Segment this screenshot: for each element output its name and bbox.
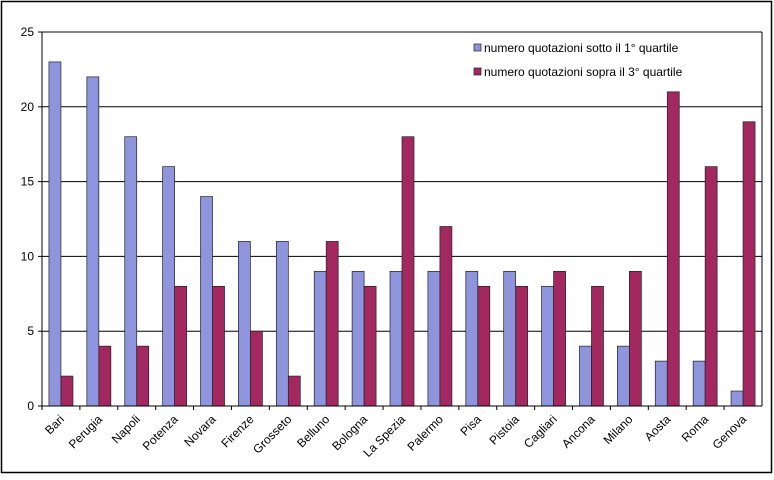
bar	[136, 345, 150, 407]
y-tick-label: 5	[27, 324, 34, 338]
bar	[124, 136, 138, 407]
bar	[579, 345, 592, 407]
bar	[541, 285, 554, 407]
bar	[503, 271, 517, 407]
bar	[238, 241, 251, 407]
legend-label: numero quotazioni sotto il 1° quartile	[484, 41, 679, 55]
bar	[692, 360, 706, 407]
bar	[515, 285, 529, 407]
legend-swatch	[473, 43, 482, 52]
bar	[212, 285, 225, 407]
bar	[389, 271, 403, 407]
bar	[617, 345, 630, 407]
legend-label: numero quotazioni sopra il 3° quartile	[484, 65, 683, 79]
bar	[591, 285, 604, 407]
bar	[553, 271, 566, 407]
bar	[162, 166, 175, 407]
bar	[275, 241, 289, 407]
bar	[48, 61, 62, 407]
bar	[666, 91, 680, 407]
bar	[60, 375, 74, 407]
bar	[287, 375, 301, 407]
y-tick-label: 15	[21, 175, 35, 189]
bar	[325, 241, 339, 407]
bar	[742, 121, 756, 407]
bar	[86, 76, 100, 407]
bar	[629, 271, 642, 407]
y-tick-label: 20	[21, 100, 35, 114]
bar	[200, 196, 213, 407]
bar	[465, 271, 479, 407]
bar	[313, 271, 327, 407]
bar	[174, 285, 187, 407]
y-tick-label: 0	[27, 399, 34, 413]
bar	[654, 360, 668, 407]
bar	[477, 285, 491, 407]
y-tick-label: 25	[21, 25, 35, 39]
bar	[363, 285, 377, 407]
bar	[401, 136, 415, 407]
bar	[98, 345, 112, 407]
bar	[704, 166, 718, 407]
bar	[439, 226, 453, 407]
bar	[427, 271, 441, 407]
bar	[250, 330, 263, 407]
bar	[351, 271, 365, 407]
y-tick-label: 10	[21, 249, 35, 263]
legend-swatch	[473, 67, 482, 76]
bar	[730, 390, 744, 407]
